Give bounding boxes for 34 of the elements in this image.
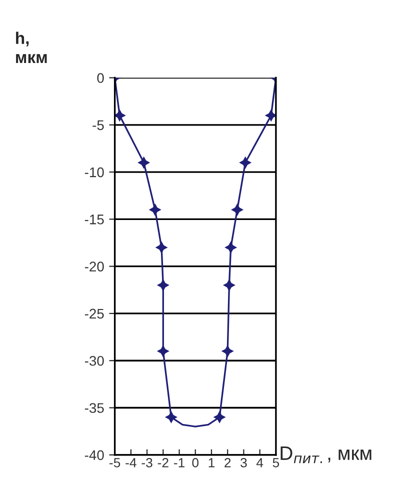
x-axis-title: D$_{пит.}$, мкм bbox=[280, 446, 372, 464]
point bbox=[231, 204, 244, 216]
point bbox=[155, 241, 168, 254]
x-tick-label: -3 bbox=[142, 458, 152, 468]
y-tick-label: -10 bbox=[84, 167, 104, 178]
x-tick-label: 2 bbox=[224, 458, 231, 468]
y-tick-label: -25 bbox=[84, 308, 104, 319]
point bbox=[148, 204, 162, 216]
point bbox=[156, 278, 170, 292]
x-tick-label: 0 bbox=[192, 458, 199, 468]
x-tick-label: 4 bbox=[256, 458, 264, 468]
y-tick-label: -40 bbox=[84, 450, 104, 460]
point bbox=[239, 156, 252, 169]
point bbox=[138, 156, 150, 169]
point bbox=[224, 241, 238, 254]
point bbox=[222, 278, 236, 292]
x-tick-label: 3 bbox=[240, 458, 247, 468]
y-tick-label: -15 bbox=[84, 214, 104, 224]
x-tick-label: 5 bbox=[272, 458, 280, 468]
y-tick-label: -30 bbox=[84, 356, 104, 366]
x-tick-label: -5 bbox=[110, 458, 120, 468]
x-tick-label: -1 bbox=[174, 458, 184, 468]
y-tick-label: -5 bbox=[92, 120, 104, 130]
x-tick-label: -4 bbox=[126, 458, 136, 468]
point bbox=[264, 109, 276, 122]
y-tick-label: -35 bbox=[84, 403, 104, 413]
point bbox=[156, 344, 170, 358]
x-tick-label: -2 bbox=[158, 458, 168, 468]
point bbox=[114, 109, 126, 122]
y-tick-label: -20 bbox=[84, 262, 104, 272]
y-axis-title: h, мкм bbox=[16, 32, 47, 63]
y-tick-label: 0 bbox=[97, 73, 104, 83]
x-tick-label: 1 bbox=[208, 458, 215, 468]
point bbox=[221, 344, 234, 358]
